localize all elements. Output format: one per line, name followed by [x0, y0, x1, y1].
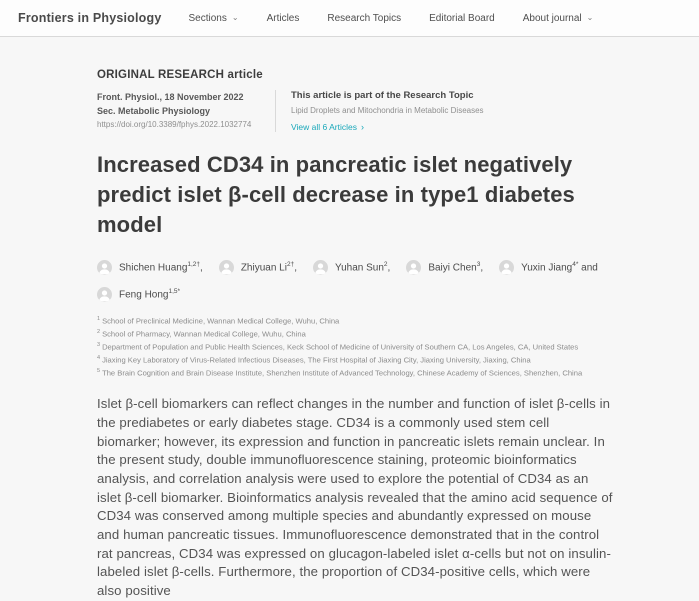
chevron-right-icon: ›: [360, 122, 364, 132]
author-superscript: 1,5*: [168, 288, 181, 296]
article-citation-block: Front. Physiol., 18 November 2022 Sec. M…: [97, 90, 275, 132]
affiliation-text: School of Preclinical Medicine, Wannan M…: [102, 316, 340, 326]
view-all-articles-label: View all 6 Articles: [291, 122, 357, 132]
author-separator: ,: [294, 262, 297, 274]
journal-section: Sec. Metabolic Physiology: [97, 106, 211, 116]
author-avatar-icon: [499, 260, 515, 275]
journal-reference: Front. Physiol., 18 November 2022: [97, 92, 244, 102]
author-superscript: 3: [476, 261, 481, 269]
article-meta: Front. Physiol., 18 November 2022 Sec. M…: [97, 90, 699, 132]
affiliation-item: 4 Jiaxing Key Laboratory of Virus-Related…: [97, 353, 645, 366]
author-list: Shichen Huang1,2†, Zhiyuan Li2†,: [97, 260, 645, 302]
author-name: Baiyi Chen: [428, 262, 477, 274]
affiliation-text: Department of Population and Public Heal…: [102, 342, 579, 352]
author-item[interactable]: Yuxin Jiang4* and: [499, 260, 598, 275]
research-topic-heading: This article is part of the Research Top…: [291, 90, 474, 101]
nav-item-label: Research Topics: [327, 12, 402, 24]
author-superscript: 2: [383, 261, 388, 269]
author-separator: and: [578, 262, 598, 274]
journal-logo[interactable]: Frontiers in Physiology: [18, 11, 162, 25]
author-separator: ,: [200, 262, 203, 274]
author-avatar-icon: [97, 260, 112, 275]
affiliation-item: 1 School of Preclinical Medicine, Wannan …: [97, 314, 645, 327]
affiliation-list: 1 School of Preclinical Medicine, Wannan …: [97, 314, 645, 379]
nav-item-label: Articles: [266, 12, 300, 24]
nav-item-about-journal[interactable]: About journal ⌄: [523, 13, 594, 24]
nav-item-label: Sections: [188, 12, 227, 24]
affiliation-item: 5 The Brain Cognition and Brain Disease I…: [97, 366, 645, 379]
nav-item-label: Editorial Board: [429, 12, 495, 24]
affiliation-item: 3 Department of Population and Public Hea…: [97, 340, 645, 353]
article-type-label: ORIGINAL RESEARCH article: [97, 69, 263, 81]
affiliation-number: 1: [97, 316, 101, 322]
author-separator: ,: [480, 262, 484, 274]
author-item[interactable]: Baiyi Chen3,: [406, 260, 483, 275]
author-name: Yuxin Jiang: [521, 262, 573, 274]
research-topic-link[interactable]: Lipid Droplets and Mitochondria in Metab…: [291, 106, 484, 115]
affiliation-item: 2 School of Pharmacy, Wannan Medical Coll…: [97, 327, 645, 340]
author-name: Feng Hong: [119, 289, 169, 301]
abstract-text: Islet β-cell biomarkers can reflect chan…: [97, 396, 613, 599]
nav-item-editorial-board[interactable]: Editorial Board: [429, 13, 495, 24]
view-all-articles-link[interactable]: View all 6 Articles ›: [291, 122, 484, 132]
author-avatar-icon: [312, 260, 328, 275]
author-item[interactable]: Feng Hong1,5*: [97, 287, 180, 302]
doi-link[interactable]: https://doi.org/10.3389/fphys.2022.10327…: [97, 120, 252, 129]
author-name: Zhiyuan Li: [240, 262, 287, 274]
chevron-down-icon: ⌄: [231, 13, 239, 22]
article-title: Increased CD34 in pancreatic islet negat…: [97, 152, 575, 237]
nav-item-research-topics[interactable]: Research Topics: [327, 13, 401, 24]
author-item[interactable]: Yuhan Sun2,: [312, 260, 391, 275]
affiliation-number: 3: [97, 342, 101, 349]
main-nav: Sections ⌄ Articles Research Topics Edit…: [189, 13, 594, 24]
author-superscript: 2†: [286, 261, 295, 269]
research-topic-block: This article is part of the Research Top…: [275, 90, 484, 132]
author-avatar-icon: [218, 260, 234, 275]
affiliation-text: School of Pharmacy, Wannan Medical Colle…: [102, 329, 306, 339]
author-avatar-icon: [406, 260, 422, 275]
nav-item-label: About journal: [522, 12, 582, 24]
affiliation-number: 5: [97, 368, 101, 375]
author-superscript: 1,2†: [187, 261, 201, 269]
nav-item-sections[interactable]: Sections ⌄: [189, 13, 239, 24]
author-superscript: 4*: [572, 261, 579, 269]
author-name: Shichen Huang: [119, 262, 188, 274]
chevron-down-icon: ⌄: [586, 13, 594, 22]
journal-header: Frontiers in Physiology Sections ⌄ Artic…: [0, 0, 699, 37]
affiliation-text: The Brain Cognition and Brain Disease In…: [102, 368, 583, 378]
article-page: ORIGINAL RESEARCH article Front. Physiol…: [0, 37, 699, 601]
affiliation-number: 4: [97, 355, 101, 362]
affiliation-number: 2: [97, 329, 101, 336]
affiliation-text: Jiaxing Key Laboratory of Virus-Related …: [102, 355, 531, 365]
author-name: Yuhan Sun: [334, 262, 384, 274]
nav-item-articles[interactable]: Articles: [267, 13, 300, 24]
author-item[interactable]: Zhiyuan Li2†,: [218, 260, 297, 275]
author-separator: ,: [387, 262, 391, 274]
author-item[interactable]: Shichen Huang1,2†,: [97, 260, 203, 275]
author-avatar-icon: [97, 287, 112, 302]
